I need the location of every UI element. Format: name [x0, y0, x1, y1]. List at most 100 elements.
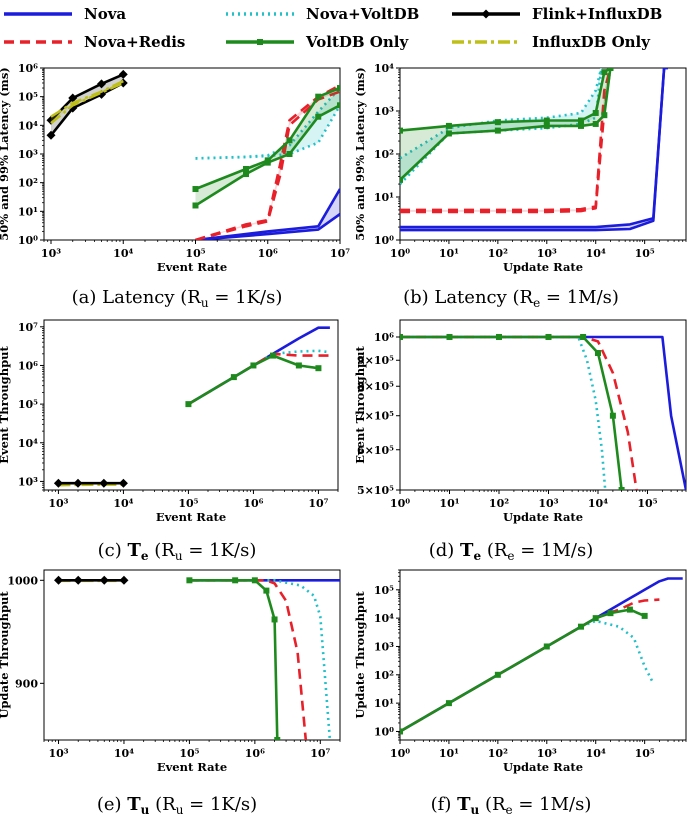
series-band	[400, 68, 611, 180]
legend-label: Nova	[84, 5, 126, 23]
data-point	[607, 68, 614, 71]
series-nova-voltdb	[400, 335, 607, 490]
data-point	[251, 577, 258, 584]
x-tick-label: 10³	[537, 247, 557, 260]
panel-latency-update-rate: 10⁰ 10¹ 10² 10³ 10⁴ 10⁵10⁰10¹10²10³10⁴Update …	[353, 62, 687, 274]
x-tick-label: 10⁶	[243, 497, 263, 510]
legend-label: Flink+InfluxDB	[532, 5, 662, 23]
x-tick-label: 10³	[537, 747, 557, 760]
data-point	[495, 333, 502, 340]
series-line	[400, 68, 668, 232]
legend-marker	[257, 39, 263, 45]
legend: Nova Nova+VoltDB Flink+InfluxDB Nova+Redis V…	[4, 5, 662, 51]
series-line	[400, 68, 603, 160]
series-nova-voltdb	[189, 578, 332, 740]
y-tick-label: 10³	[374, 105, 394, 118]
y-tick-label: 10⁴	[18, 437, 38, 450]
data-point	[315, 365, 322, 372]
series-band	[195, 88, 340, 159]
data-point	[641, 612, 648, 619]
x-tick-label: 10²	[488, 247, 508, 260]
data-point	[618, 487, 625, 490]
data-point	[445, 700, 452, 707]
y-axis-label: Event Throughput	[353, 346, 367, 464]
x-tick-label: 10⁴	[588, 497, 608, 510]
legend-item-nova-voltdb: Nova+VoltDB	[226, 5, 419, 23]
series-voltdb-only	[186, 577, 281, 740]
x-axis-label: Update Rate	[503, 760, 583, 774]
x-tick-label: 10³	[538, 497, 558, 510]
series-band	[195, 88, 340, 206]
legend-item-nova: Nova	[4, 5, 126, 23]
series-line	[195, 86, 340, 191]
series-line	[400, 608, 646, 733]
series-line	[187, 354, 319, 406]
data-point	[592, 109, 599, 116]
plot-frame	[399, 319, 687, 491]
series-line	[400, 335, 638, 490]
y-tick-label: 10⁴	[374, 62, 394, 75]
y-tick-label: 6×10⁵	[357, 444, 394, 457]
data-point	[243, 165, 250, 172]
data-point	[192, 186, 199, 193]
x-tick-label: 10¹	[439, 247, 459, 260]
plot-area	[400, 577, 683, 735]
y-tick-label: 10⁰	[374, 234, 394, 247]
data-point	[400, 333, 403, 340]
series-line	[400, 335, 607, 490]
data-point	[99, 478, 109, 488]
y-axis-label: 50% and 99% Latency (ms)	[353, 67, 367, 240]
series-nova-redis	[400, 335, 638, 490]
y-tick-label: 10⁶	[18, 359, 38, 372]
y-tick-label: 10⁶	[374, 331, 394, 344]
series-line	[187, 349, 331, 406]
plot-area	[400, 68, 668, 232]
caption-f: (f) Tu (Re = 1M/s)	[431, 794, 592, 817]
data-point	[286, 137, 293, 144]
series-band	[400, 68, 602, 185]
x-tick-label: 10⁶	[258, 247, 278, 260]
plot-frame	[43, 319, 339, 491]
data-point	[250, 362, 257, 369]
y-tick-label: 9×10⁵	[357, 354, 394, 367]
series-nova	[400, 335, 686, 490]
data-point	[592, 120, 599, 127]
y-tick-label: 5×10⁵	[357, 484, 394, 497]
series-flink-influxdb	[54, 575, 129, 585]
caption-d: (d) Te (Re = 1M/s)	[429, 540, 593, 563]
data-point	[494, 127, 501, 134]
data-point	[119, 575, 129, 585]
series-band	[400, 68, 668, 231]
data-point	[315, 93, 322, 100]
data-point	[53, 478, 63, 488]
legend-label: Nova+Redis	[84, 33, 185, 51]
data-point	[232, 577, 239, 584]
data-point	[73, 478, 83, 488]
x-tick-label: 10³	[41, 247, 61, 260]
series-line	[194, 104, 340, 207]
y-tick-label: 10²	[374, 669, 394, 682]
y-tick-label: 10⁰	[18, 234, 38, 247]
data-point	[99, 575, 109, 585]
series-line	[400, 68, 612, 132]
series-nova-redis	[400, 68, 612, 214]
data-point	[337, 85, 340, 92]
series-influxdb-only	[58, 483, 124, 487]
plot-frame	[399, 569, 687, 741]
series-line	[195, 188, 340, 240]
x-axis-label: Event Rate	[157, 260, 227, 274]
y-tick-label: 10¹	[374, 697, 394, 710]
x-tick-label: 10⁴	[113, 497, 133, 510]
series-line	[50, 81, 124, 125]
data-point	[230, 374, 237, 381]
x-tick-label: 10²	[489, 497, 509, 510]
y-tick-label: 10²	[18, 177, 38, 190]
caption-c: (c) Te (Ru = 1K/s)	[98, 540, 257, 563]
data-point	[601, 69, 608, 76]
x-tick-label: 10⁵	[635, 247, 655, 260]
x-tick-label: 10⁰	[390, 497, 410, 510]
x-axis-label: Update Rate	[503, 510, 583, 524]
y-tick-label: 10⁴	[374, 612, 394, 625]
series-flink-influxdb	[46, 69, 128, 140]
y-tick-label: 900	[15, 677, 38, 690]
